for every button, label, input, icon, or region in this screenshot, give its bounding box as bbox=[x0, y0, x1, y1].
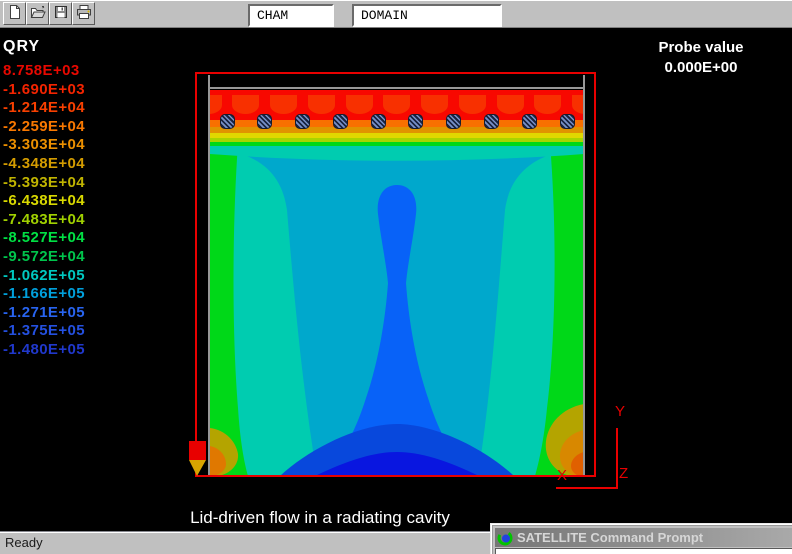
open-file-button[interactable] bbox=[26, 2, 49, 25]
legend-list: 8.758E+03 -1.690E+03 -1.214E+04 -2.259E+04-… bbox=[3, 62, 133, 360]
legend-entry: -5.393E+04 bbox=[3, 173, 85, 191]
axis-label-z: Z bbox=[619, 465, 629, 482]
cham-field[interactable] bbox=[248, 4, 334, 27]
new-file-button[interactable] bbox=[3, 2, 26, 25]
legend-entry: -7.483E+04 bbox=[3, 210, 85, 228]
new-document-icon bbox=[7, 4, 23, 23]
legend-entry: -6.438E+04 bbox=[3, 192, 85, 210]
probe-readout: Probe value 0.000E+00 bbox=[620, 39, 782, 76]
probe-marker-icon[interactable] bbox=[189, 441, 206, 460]
contour-legend: QRY 8.758E+03 -1.690E+03 -1.214E+04 -2.259E… bbox=[3, 38, 133, 360]
probe-value: 0.000E+00 bbox=[664, 59, 738, 76]
satellite-titlebar[interactable]: SATELLITE Command Prompt bbox=[495, 528, 792, 547]
lid-line bbox=[208, 87, 585, 89]
grid-line-left bbox=[208, 75, 210, 477]
print-button[interactable] bbox=[72, 2, 95, 25]
plot-caption: Lid-driven flow in a radiating cavity bbox=[190, 508, 450, 527]
satellite-command-prompt-window[interactable]: SATELLITE Command Prompt bbox=[490, 523, 792, 554]
satellite-app-icon bbox=[497, 530, 513, 546]
domain-field[interactable] bbox=[352, 4, 502, 27]
lid-contour-scallops bbox=[210, 95, 584, 114]
axis-label-y: Y bbox=[615, 403, 626, 420]
printer-icon bbox=[76, 4, 92, 23]
legend-title: QRY bbox=[3, 38, 41, 55]
floppy-disk-icon bbox=[53, 4, 69, 23]
toolbar bbox=[0, 0, 792, 28]
legend-entry: -1.166E+05 bbox=[3, 285, 85, 303]
contour-field bbox=[210, 90, 584, 476]
legend-entry: -4.348E+04 bbox=[3, 154, 85, 172]
save-file-button[interactable] bbox=[49, 2, 72, 25]
legend-entry: -2.259E+04 bbox=[3, 117, 85, 135]
status-text: Ready bbox=[5, 535, 43, 550]
legend-entry: -1.214E+04 bbox=[3, 99, 85, 117]
legend-entry: 8.758E+03 bbox=[3, 62, 80, 79]
legend-entry: -1.375E+05 bbox=[3, 322, 85, 340]
satellite-content-area[interactable] bbox=[495, 548, 792, 554]
open-folder-icon bbox=[30, 4, 46, 23]
axis-line-y bbox=[616, 428, 618, 489]
legend-entry: -3.303E+04 bbox=[3, 136, 85, 154]
legend-entry: -1.062E+05 bbox=[3, 266, 85, 284]
axis-label-x: X bbox=[557, 467, 568, 484]
legend-entry: -1.271E+05 bbox=[3, 303, 85, 321]
probe-label: Probe value bbox=[658, 39, 744, 56]
axis-line-x bbox=[556, 487, 618, 489]
legend-entry: -1.480E+05 bbox=[3, 340, 85, 358]
grid-line-right bbox=[583, 75, 585, 477]
probe-marker-tip bbox=[189, 460, 206, 476]
legend-entry: -1.690E+03 bbox=[3, 80, 85, 98]
satellite-window-title: SATELLITE Command Prompt bbox=[517, 530, 704, 545]
domain-outline bbox=[195, 72, 596, 477]
legend-entry: -8.527E+04 bbox=[3, 229, 85, 247]
legend-entry: -9.572E+04 bbox=[3, 247, 85, 265]
